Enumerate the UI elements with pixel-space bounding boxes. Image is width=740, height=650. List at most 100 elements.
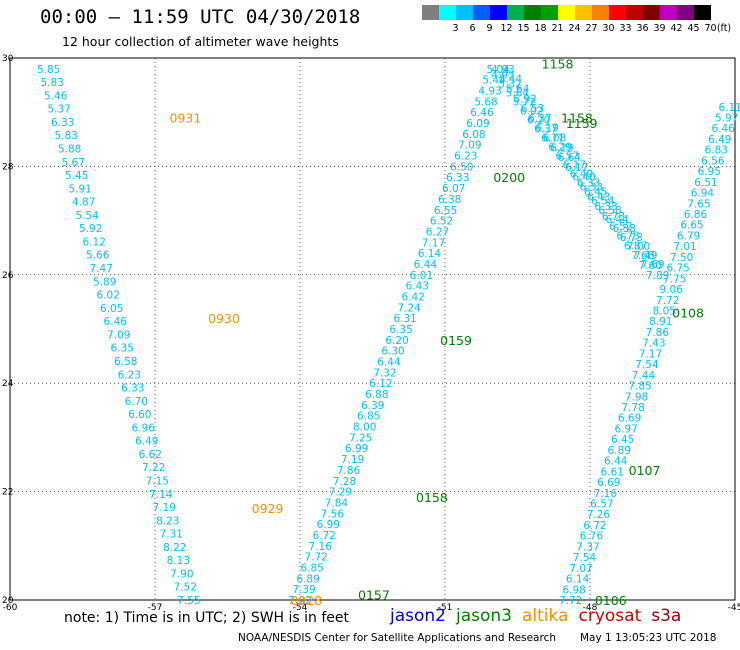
wave-height-point: 7.47 [90, 263, 113, 275]
wave-height-point: 6.89 [608, 445, 631, 457]
y-tick-label: 28 [2, 162, 14, 172]
wave-height-point: 6.44 [605, 214, 629, 226]
wave-height-point: 6.43 [587, 191, 610, 203]
wave-height-point: 6.46 [470, 107, 494, 119]
satellite-legend-cryosat: cryosat [578, 606, 642, 626]
color-scale-label: 15 [517, 23, 530, 34]
wave-height-point: 6.64 [558, 152, 582, 164]
footnote: note: 1) Time is in UTC; 2) SWH is in fe… [64, 610, 350, 626]
wave-height-point: 6.09 [466, 118, 489, 130]
wave-height-point: 5.88 [58, 144, 81, 156]
pass-time-label: 0157 [358, 588, 390, 603]
color-scale-label: 39 [653, 23, 666, 34]
wave-height-point: 6.35 [389, 324, 412, 336]
wave-height-point: 5.89 [93, 276, 116, 288]
wave-height-point: 7.22 [142, 462, 165, 474]
color-scale-label: 30 [602, 23, 615, 34]
pass-time-label: 0108 [672, 306, 704, 321]
wave-height-point: 5.04 [486, 64, 510, 76]
wave-height-point: 7.29 [329, 487, 352, 499]
wave-height-point: 6.53 [521, 103, 544, 115]
color-scale-label: 6 [469, 23, 476, 34]
wave-height-point: 6.54 [591, 196, 615, 208]
color-scale-swatch [677, 5, 694, 20]
wave-height-point: 7.89 [646, 270, 669, 282]
wave-height-point: 7.55 [177, 595, 200, 607]
color-scale-swatch [694, 5, 711, 20]
color-scale-label: 9 [486, 23, 493, 34]
wave-height-point: 5.83 [54, 130, 77, 142]
color-scale-swatch [592, 5, 609, 20]
wave-height-point: 6.02 [520, 105, 543, 117]
wave-height-point: 7.50 [670, 252, 693, 264]
color-scale-swatch [643, 5, 660, 20]
wave-height-point: 6.20 [527, 114, 550, 126]
wave-height-point: 6.73 [620, 232, 643, 244]
wave-height-point: 5.72 [513, 96, 536, 108]
wave-height-point: 6.89 [296, 573, 319, 585]
color-scale-swatch [558, 5, 575, 20]
wave-height-point: 7.56 [321, 508, 345, 520]
wave-height-point: 6.44 [414, 259, 438, 271]
timestamp: May 1 13:05:23 UTC 2018 [580, 632, 717, 644]
wave-height-point: 7.75 [663, 273, 686, 285]
wave-height-point: 6.07 [442, 183, 465, 195]
wave-height-point: 6.38 [613, 223, 636, 235]
wave-height-point: 6.12 [369, 378, 392, 390]
wave-height-point: 6.65 [680, 220, 703, 232]
wave-height-point: 5.91 [69, 183, 92, 195]
pass-time-label: 1158 [561, 111, 593, 126]
wave-height-point: 6.46 [104, 316, 128, 328]
wave-height-point: 5.44 [499, 74, 523, 86]
satellite-legend-jason2: jason2 [390, 606, 446, 626]
pass-time-label: 0928 [290, 593, 322, 608]
color-scale-label: 21 [551, 23, 564, 34]
wave-height-point: 6.19 [535, 123, 558, 135]
wave-height-point: 7.17 [422, 237, 445, 249]
wave-height-point: 6.60 [128, 409, 151, 421]
wave-height-point: 7.16 [594, 488, 618, 500]
wave-height-point: 6.70 [125, 396, 148, 408]
wave-height-point: 6.72 [583, 520, 606, 532]
wave-height-point: 6.31 [393, 313, 416, 325]
wave-height-point: 6.99 [345, 443, 368, 455]
wave-height-point: 5.92 [513, 93, 536, 105]
wave-height-point: 5.85 [37, 64, 60, 76]
wave-height-point: 6.44 [377, 357, 401, 369]
color-scale-swatch [660, 5, 677, 20]
wave-height-point: 6.23 [118, 369, 141, 381]
wave-height-point: 7.90 [170, 568, 193, 580]
pass-time-label: 0931 [170, 111, 202, 126]
wave-height-point: 6.33 [580, 182, 603, 194]
wave-height-point: 7.19 [341, 454, 364, 466]
wave-height-point: 6.85 [300, 562, 323, 574]
wave-height-point: 6.71 [541, 132, 564, 144]
wave-height-point: 6.45 [611, 434, 634, 446]
wave-height-point: 6.86 [684, 209, 708, 221]
wave-height-point: 6.88 [365, 389, 388, 401]
wave-height-point: 6.73 [617, 231, 640, 243]
wave-height-point: 7.65 [687, 198, 710, 210]
wave-height-point: 6.45 [584, 187, 607, 199]
wave-height-point: 6.87 [624, 240, 647, 252]
pass-time-label: 0158 [416, 490, 448, 505]
wave-height-point: 7.09 [107, 329, 130, 341]
wave-height-point: 6.29 [548, 142, 571, 154]
wave-height-point: 7.86 [337, 465, 361, 477]
wave-height-point: 6.57 [590, 499, 613, 511]
wave-height-point: 6.08 [543, 132, 566, 144]
wave-height-point: 6.05 [100, 303, 123, 315]
color-scale-label: 42 [670, 23, 683, 34]
wave-height-point: 5.32 [498, 78, 521, 90]
wave-height-point: 6.14 [418, 248, 442, 260]
wave-height-point: 7.69 [641, 259, 664, 271]
color-scale-swatch [507, 5, 524, 20]
wave-height-point: 6.49 [135, 436, 158, 448]
wave-height-point: 6.40 [572, 172, 595, 184]
wave-height-point: 6.46 [712, 123, 736, 135]
wave-height-point: 7.16 [309, 541, 333, 553]
wave-height-point: 5.64 [506, 83, 530, 95]
color-scale-label: 12 [500, 23, 513, 34]
wave-height-point: 7.17 [639, 348, 662, 360]
